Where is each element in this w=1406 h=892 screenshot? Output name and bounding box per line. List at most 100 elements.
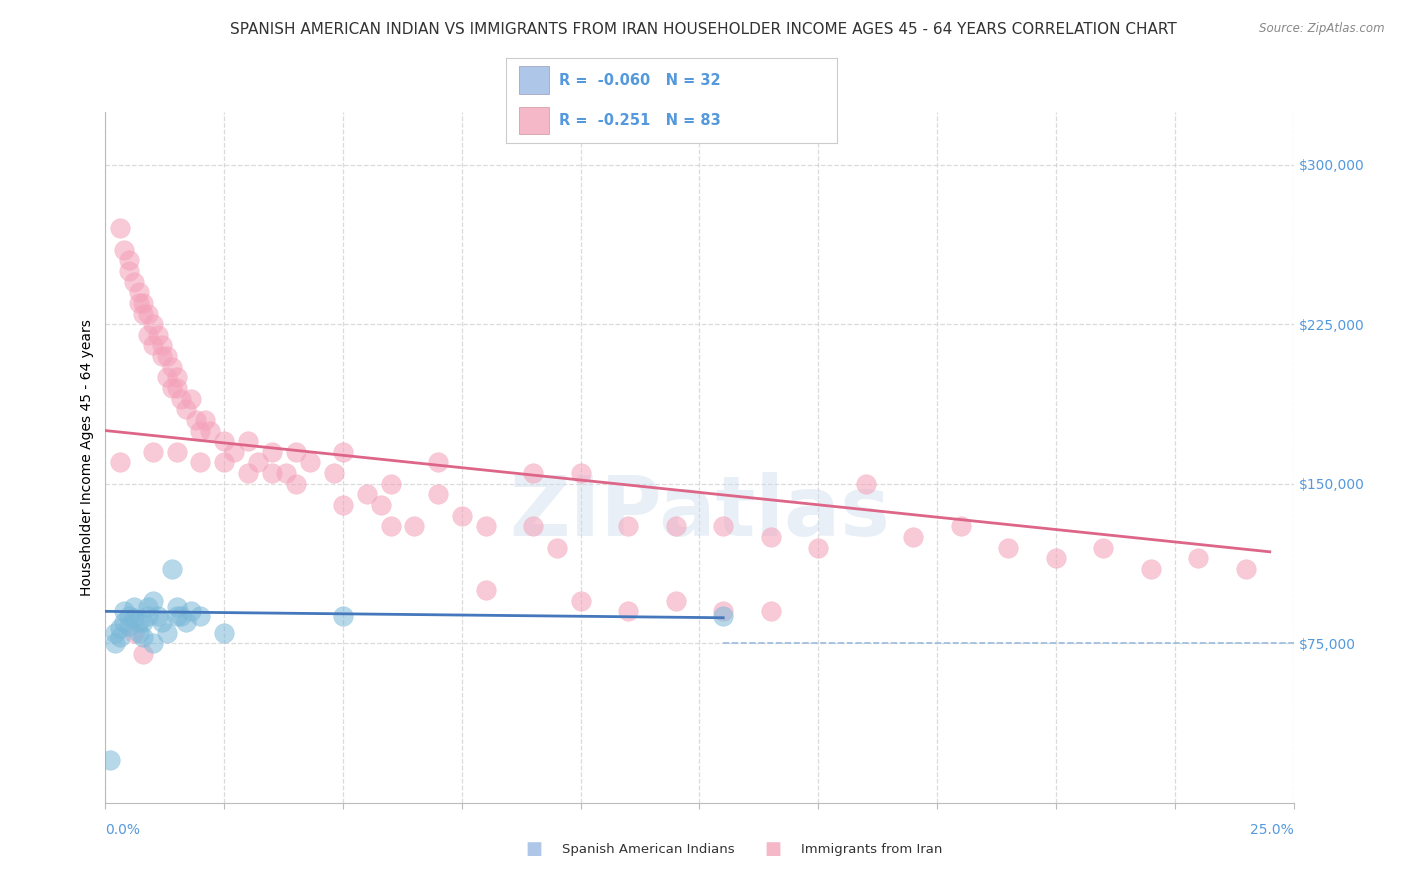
Point (1187, 551, 1209, 566)
Point (166, 445, 188, 459)
Point (108, 221, 131, 235)
Point (180, 392, 202, 406)
Text: Source: ZipAtlas.com: Source: ZipAtlas.com (1260, 22, 1385, 36)
Point (298, 455, 321, 469)
Point (190, 424, 212, 438)
Point (142, 636, 165, 650)
Point (118, 253, 141, 268)
Point (260, 466, 283, 480)
Point (180, 604, 202, 618)
Point (122, 275, 145, 289)
Point (404, 519, 426, 533)
Point (260, 445, 283, 459)
Point (142, 338, 165, 352)
Point (132, 615, 155, 629)
Point (214, 434, 236, 449)
Point (142, 445, 165, 459)
Point (166, 600, 188, 615)
Text: SPANISH AMERICAN INDIAN VS IMMIGRANTS FROM IRAN HOUSEHOLDER INCOME AGES 45 - 64 : SPANISH AMERICAN INDIAN VS IMMIGRANTS FR… (229, 22, 1177, 37)
Point (160, 562, 183, 576)
Point (855, 476, 877, 491)
Point (98, 753, 121, 767)
Point (546, 541, 568, 555)
Text: R =  -0.060   N = 32: R = -0.060 N = 32 (560, 72, 721, 87)
Point (450, 508, 472, 523)
Point (142, 317, 165, 331)
Point (136, 327, 159, 342)
Point (156, 625, 179, 640)
Point (136, 608, 159, 623)
Point (759, 530, 782, 544)
Point (332, 498, 354, 512)
Text: 0.0%: 0.0% (105, 823, 141, 837)
Point (184, 413, 207, 427)
Point (108, 455, 131, 469)
Text: Spanish American Indians: Spanish American Indians (562, 843, 735, 855)
Point (128, 615, 150, 629)
Point (118, 619, 141, 633)
Point (108, 630, 131, 644)
Point (156, 370, 179, 384)
Point (322, 466, 344, 480)
Point (174, 615, 197, 629)
Y-axis label: Householder Income Ages 45 - 64 years: Householder Income Ages 45 - 64 years (80, 318, 94, 596)
Point (136, 307, 159, 321)
Point (1234, 562, 1257, 576)
Point (190, 608, 212, 623)
Text: ■: ■ (765, 840, 782, 858)
Point (711, 519, 734, 533)
Point (711, 608, 734, 623)
Point (170, 392, 193, 406)
Point (807, 541, 830, 555)
Point (132, 630, 155, 644)
Point (142, 593, 165, 607)
Point (118, 264, 141, 278)
Point (665, 593, 688, 607)
Point (246, 455, 269, 469)
Point (332, 445, 354, 459)
Point (997, 541, 1019, 555)
Text: R =  -0.251   N = 83: R = -0.251 N = 83 (560, 113, 721, 128)
Point (146, 608, 169, 623)
Point (122, 611, 145, 625)
Point (132, 647, 155, 661)
Point (128, 296, 150, 310)
Point (711, 604, 734, 618)
Point (759, 604, 782, 618)
Point (569, 593, 592, 607)
Point (214, 625, 236, 640)
Point (617, 604, 640, 618)
Point (236, 466, 259, 480)
Point (380, 476, 402, 491)
Point (104, 636, 127, 650)
Point (284, 476, 307, 491)
Point (152, 349, 174, 363)
Point (128, 625, 150, 640)
Point (194, 413, 217, 427)
Point (132, 307, 155, 321)
Point (118, 608, 141, 623)
Point (222, 445, 245, 459)
Point (1140, 562, 1163, 576)
Point (174, 402, 197, 417)
Point (160, 359, 183, 374)
Text: ■: ■ (526, 840, 543, 858)
Point (156, 349, 179, 363)
Point (166, 608, 188, 623)
Point (122, 625, 145, 640)
Point (160, 381, 183, 395)
Point (198, 424, 221, 438)
Point (665, 519, 688, 533)
Point (166, 370, 188, 384)
Point (108, 621, 131, 635)
Point (370, 498, 392, 512)
Bar (519, 67, 550, 94)
Point (380, 519, 402, 533)
Point (236, 434, 259, 449)
Point (152, 615, 174, 629)
Point (128, 285, 150, 300)
Point (114, 615, 136, 629)
Bar (519, 107, 550, 134)
Point (166, 381, 188, 395)
Text: 25.0%: 25.0% (1250, 823, 1294, 837)
